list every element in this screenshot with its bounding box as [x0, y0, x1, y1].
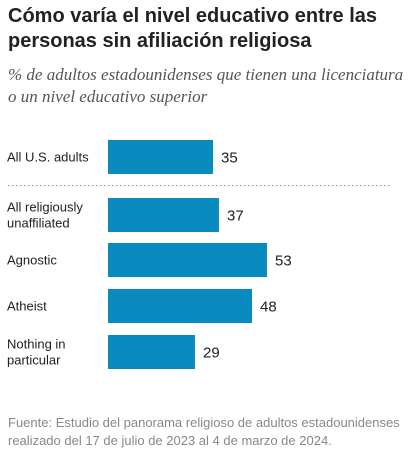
value-label: 48 — [260, 299, 277, 316]
bar-chart: All U.S. adults 35 All religiously unaffili… — [7, 140, 392, 369]
chart-title: Cómo varía el nivel educativo entre las … — [8, 5, 378, 52]
category-label: All religiously unaffiliated — [7, 200, 83, 231]
bar — [108, 198, 219, 232]
value-label: 37 — [227, 208, 244, 225]
value-label: 29 — [203, 345, 220, 362]
value-label: 53 — [275, 253, 292, 270]
bar — [108, 243, 267, 277]
category-label: All U.S. adults — [7, 150, 89, 165]
bar — [108, 140, 213, 174]
category-label: Nothing in particular — [7, 337, 66, 368]
category-label: Agnostic — [7, 253, 57, 268]
value-label: 35 — [221, 150, 238, 167]
category-label: Atheist — [7, 299, 47, 314]
chart-subtitle: % de adultos estadounidenses que tienen … — [8, 65, 404, 106]
bar — [108, 335, 195, 369]
source-note: Fuente: Estudio del panorama religioso d… — [8, 415, 400, 448]
bar — [108, 289, 252, 323]
